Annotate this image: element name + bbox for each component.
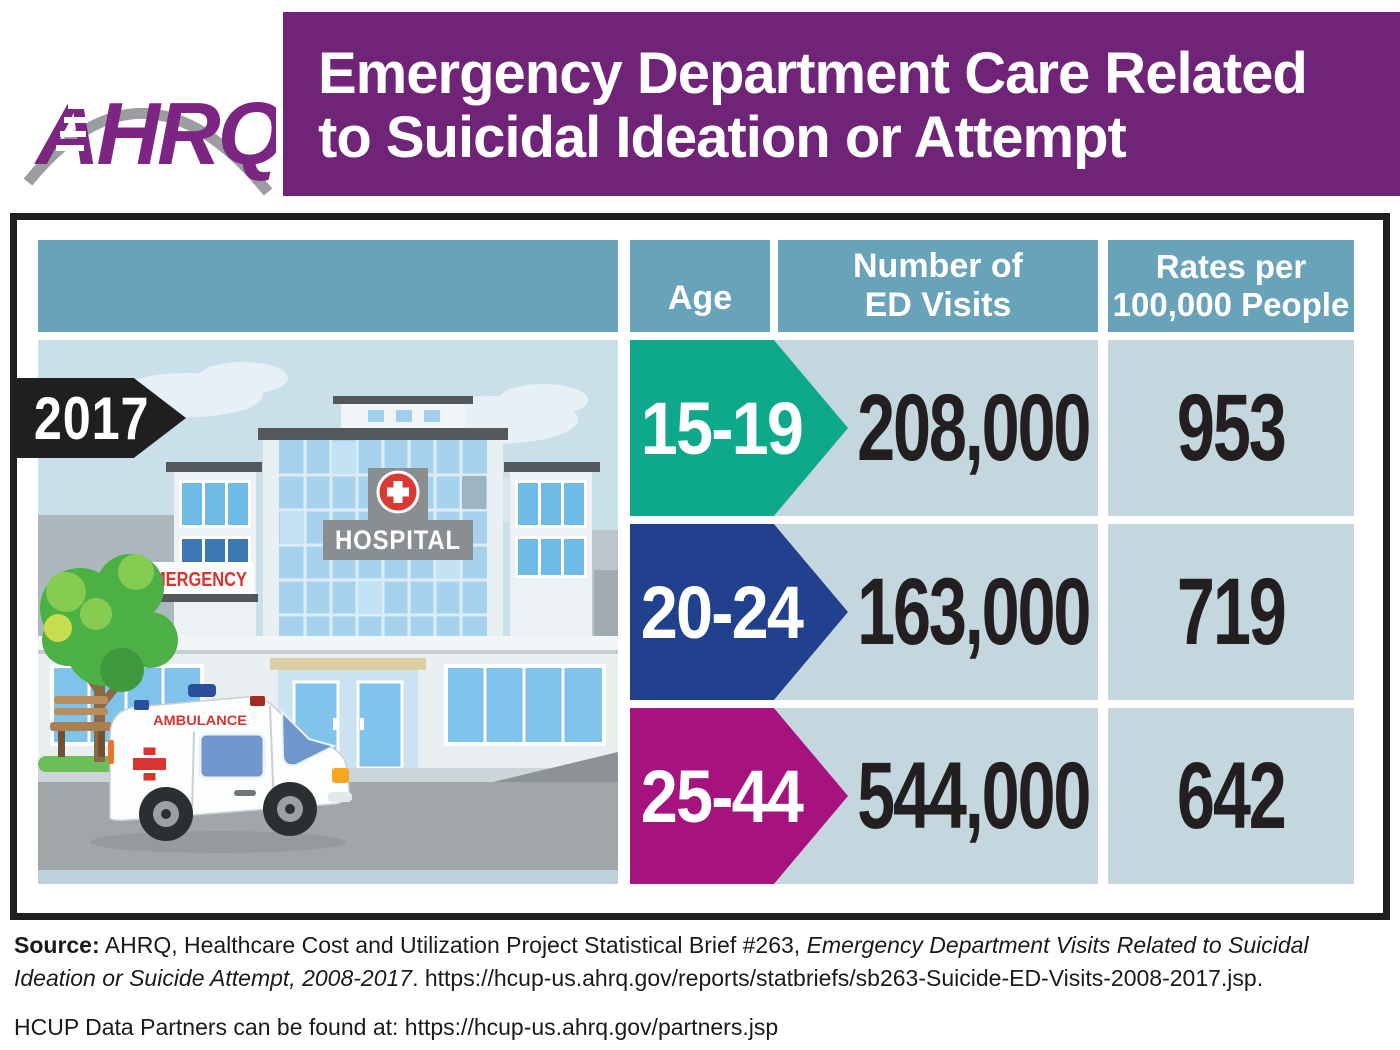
footer: Source: AHRQ, Healthcare Cost and Utiliz… [14, 929, 1380, 1044]
header-cell-rates: Rates per 100,000 People [1108, 240, 1354, 332]
visits-cell: 15-19 208,000 [630, 340, 1098, 516]
header-cell-illustration [38, 240, 618, 332]
data-rows: 15-19 208,000 953 20-24 [630, 340, 1354, 884]
year-badge-text: 2017 [33, 384, 150, 452]
visits-value: 544,000 [856, 742, 1091, 849]
emergency-sign-text: EMERGENCY [141, 569, 248, 591]
ahrq-logo-graphic: AHRQ [23, 84, 288, 196]
source-text: AHRQ, Healthcare Cost and Utilization Pr… [99, 932, 807, 958]
rates-column-label-line2: 100,000 People [1112, 286, 1350, 323]
visits-cell: 20-24 163,000 [630, 524, 1098, 700]
data-table-frame: Age Number of ED Visits Rates per 100,00… [10, 213, 1390, 920]
source-separator: . [412, 965, 425, 992]
age-label: 25-44 [640, 754, 804, 838]
page-title-line1: Emergency Department Care Related [318, 41, 1308, 106]
partners-label: HCUP Data Partners can be found at: [14, 1013, 405, 1040]
source-note: Source: AHRQ, Healthcare Cost and Utiliz… [14, 929, 1364, 996]
page-title-line2: to Suicidal Ideation or Attempt [318, 104, 1127, 170]
table-body: 2017 [12, 340, 1362, 884]
ahrq-logo: AHRQ [16, 32, 288, 196]
source-title-italic: Emergency Department Visits Related to S… [14, 932, 1309, 992]
hospital-scene: HOSPITAL EMERGENCY [38, 340, 618, 884]
page-header: AHRQ Emergency Department Care Related t… [0, 0, 1400, 196]
source-url-link[interactable]: https://hcup-us.ahrq.gov/reports/statbri… [424, 965, 1264, 992]
hospital-sign [323, 520, 473, 560]
age-badge: 15-19 [630, 340, 848, 516]
rates-column-label-line1: Rates per [1155, 248, 1307, 286]
visits-value: 208,000 [856, 374, 1091, 481]
table-row-20-24: 20-24 163,000 719 [630, 524, 1354, 700]
header-cell-age: Age [630, 240, 770, 332]
hospital-sign-text: HOSPITAL [335, 525, 461, 555]
rate-cell: 719 [1108, 524, 1354, 700]
visits-column-label-line2: ED Visits [864, 286, 1012, 324]
table-header-row: Age Number of ED Visits Rates per 100,00… [38, 240, 1362, 332]
ambulance: AMBULANCE [90, 684, 352, 853]
header-cell-visits: Number of ED Visits [778, 240, 1098, 332]
partners-url-link[interactable]: https://hcup-us.ahrq.gov/partners.jsp [404, 1013, 779, 1040]
rate-value: 642 [1177, 742, 1287, 849]
rate-cell: 642 [1108, 708, 1354, 884]
age-label: 15-19 [640, 386, 804, 470]
table-row-25-44: 25-44 544,000 642 [630, 708, 1354, 884]
visits-column-label-line1: Number of [853, 246, 1023, 285]
title-banner: Emergency Department Care Related to Sui… [283, 12, 1400, 196]
hospital-illustration: 2017 [12, 340, 618, 884]
rate-value: 719 [1177, 558, 1287, 665]
visits-value: 163,000 [856, 558, 1091, 665]
age-badge: 25-44 [630, 708, 848, 884]
age-label: 20-24 [640, 570, 804, 654]
table-row-15-19: 15-19 208,000 953 [630, 340, 1354, 516]
source-label: Source: [14, 932, 100, 958]
age-badge: 20-24 [630, 524, 848, 700]
logo-a-stripes [56, 103, 90, 151]
bench [50, 696, 112, 757]
partners-note: HCUP Data Partners can be found at: http… [14, 1011, 1364, 1044]
ambulance-red-cross [130, 744, 169, 784]
visits-cell: 25-44 544,000 [630, 708, 1098, 884]
age-column-label: Age [667, 278, 733, 317]
rate-cell: 953 [1108, 340, 1354, 516]
ambulance-label-text: AMBULANCE [153, 713, 247, 728]
rate-value: 953 [1177, 374, 1287, 481]
